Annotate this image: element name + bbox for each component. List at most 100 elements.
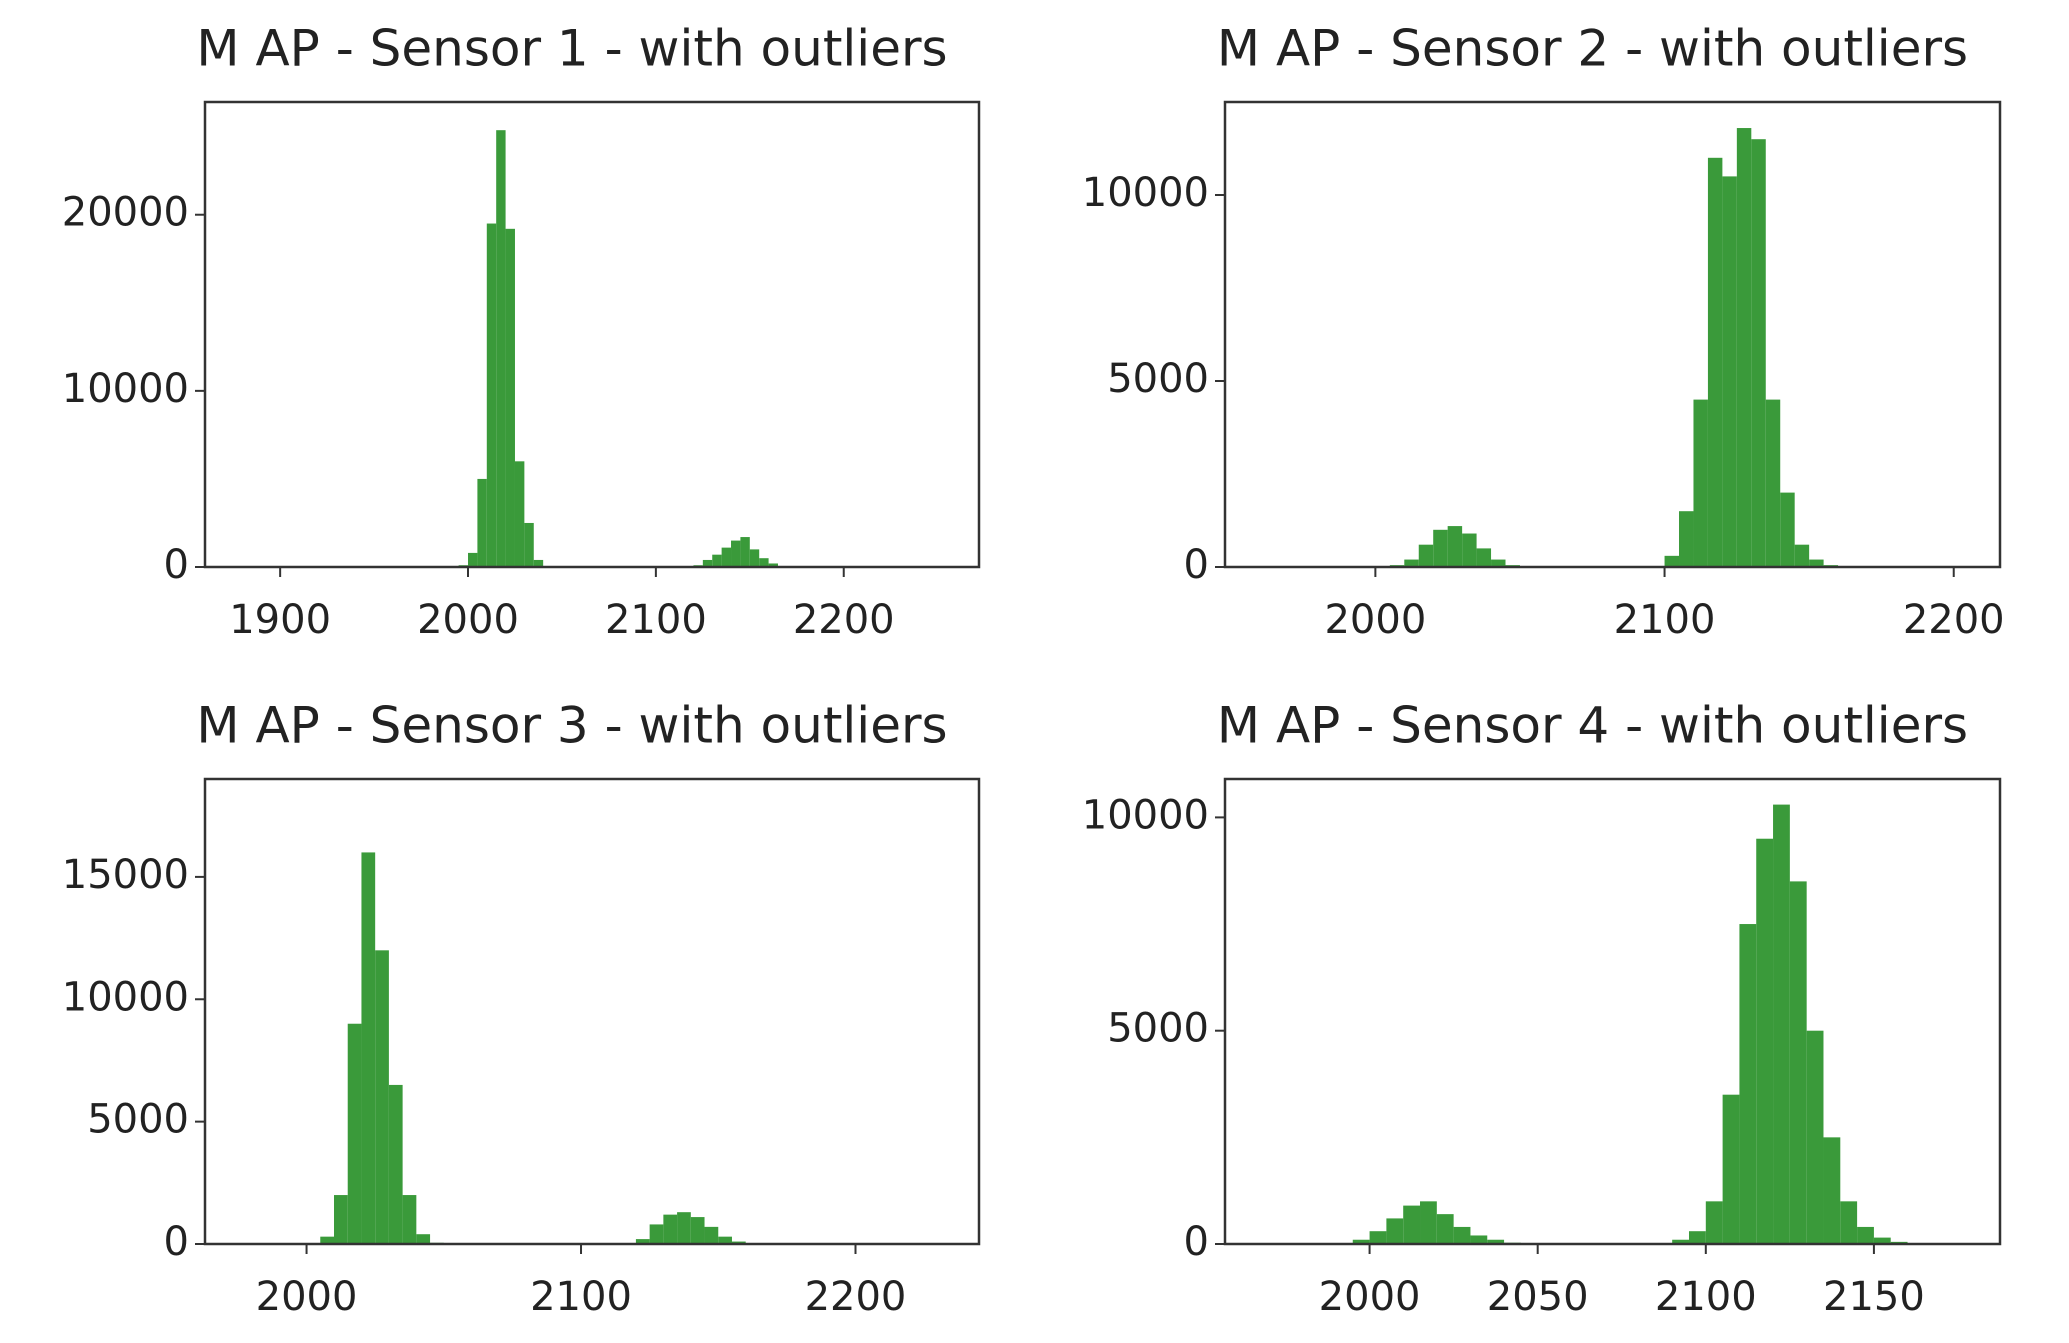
bar: [1739, 924, 1757, 1244]
bar: [718, 1236, 732, 1244]
x-tick-label: 2000: [417, 597, 519, 643]
bar: [1447, 526, 1463, 567]
x-tick-label: 2100: [1614, 597, 1716, 643]
bar: [1840, 1201, 1858, 1244]
y-tick-label: 0: [164, 1219, 189, 1265]
x-tick-label: 2000: [256, 1274, 358, 1320]
bar: [486, 223, 497, 567]
bar: [1369, 1231, 1387, 1244]
axes-frame: [1223, 100, 2002, 569]
bar: [649, 1224, 664, 1244]
x-tick-label: 2100: [530, 1274, 632, 1320]
bar: [1751, 139, 1766, 567]
x-tick-label: 2050: [1487, 1274, 1589, 1320]
y-tick-label: 0: [1184, 542, 1209, 588]
x-tick-label: 2100: [605, 597, 707, 643]
bar: [320, 1236, 334, 1244]
bar: [334, 1195, 348, 1244]
bar: [1736, 128, 1752, 568]
bar: [1386, 1218, 1404, 1244]
bar: [749, 549, 760, 567]
bar: [416, 1234, 431, 1244]
bar: [702, 559, 713, 567]
bar: [1722, 176, 1737, 567]
bar: [1679, 511, 1694, 567]
y-tick-label: 0: [164, 542, 189, 588]
y-tick-label: 15000: [62, 852, 189, 898]
bar: [635, 1239, 650, 1244]
y-tick-label: 5000: [1107, 356, 1209, 402]
y-tick-label: 5000: [1107, 1006, 1209, 1052]
bar: [361, 852, 376, 1244]
y-tick-label: 10000: [1082, 792, 1209, 838]
subplot-title: M AP - Sensor 2 - with outliers: [1217, 20, 1968, 78]
bar: [1705, 1201, 1723, 1244]
bar: [496, 130, 506, 567]
y-tick-label: 10000: [62, 366, 189, 412]
bar: [1404, 559, 1419, 567]
bar: [1418, 544, 1434, 567]
subplot-title: M AP - Sensor 4 - with outliers: [1217, 697, 1968, 755]
bar: [1857, 1226, 1874, 1244]
bar: [1433, 529, 1448, 567]
bar: [1491, 559, 1506, 567]
x-tick-label: 2200: [805, 1274, 907, 1320]
subplot-title: M AP - Sensor 3 - with outliers: [196, 697, 947, 755]
bar: [690, 1217, 705, 1244]
bar: [1664, 555, 1680, 567]
bar: [524, 522, 534, 567]
x-tick-label: 2000: [1324, 597, 1426, 643]
x-tick-label: 2100: [1655, 1274, 1757, 1320]
bar: [1789, 881, 1807, 1244]
bar: [1436, 1214, 1454, 1244]
bar: [468, 552, 478, 567]
x-tick-label: 2000: [1319, 1274, 1421, 1320]
bar: [375, 950, 389, 1244]
bar: [704, 1226, 719, 1244]
bar: [1823, 1137, 1841, 1244]
bar: [1780, 492, 1795, 567]
bar: [1707, 157, 1723, 568]
y-tick-label: 10000: [1082, 170, 1209, 216]
bar: [1773, 804, 1790, 1244]
x-tick-label: 1900: [229, 597, 331, 643]
bar: [1756, 838, 1774, 1244]
bar: [712, 554, 722, 567]
bar: [1672, 1239, 1689, 1244]
bar: [740, 537, 750, 567]
y-tick-label: 10000: [62, 974, 189, 1020]
bar: [1806, 1030, 1824, 1244]
bar: [1462, 533, 1477, 567]
bar: [514, 461, 525, 567]
x-tick-label: 2200: [793, 597, 895, 643]
axes-frame: [203, 777, 981, 1246]
axes-frame: [1223, 777, 2002, 1246]
bar: [1794, 544, 1810, 567]
bar: [1688, 1231, 1706, 1244]
bar: [721, 547, 732, 567]
bar: [402, 1195, 417, 1244]
x-tick-label: 2150: [1823, 1274, 1925, 1320]
bar: [388, 1084, 403, 1244]
bar: [477, 478, 487, 567]
bar: [505, 228, 515, 567]
subplot: M AP - Sensor 4 - with outliers 2000 2050 2…: [1082, 697, 2002, 1320]
bar: [1722, 1094, 1740, 1244]
bar: [1420, 1201, 1437, 1244]
bar: [1403, 1205, 1421, 1244]
subplot: M AP - Sensor 2 - with outliers 2000 2100 2…: [1082, 20, 2005, 644]
bar: [1453, 1226, 1471, 1244]
bar: [1809, 559, 1824, 567]
y-tick-label: 20000: [62, 190, 189, 236]
subplot: M AP - Sensor 3 - with outliers 2000 2100 2…: [62, 697, 981, 1320]
bar: [1765, 399, 1781, 567]
bar: [1476, 548, 1492, 567]
y-tick-label: 0: [1184, 1219, 1209, 1265]
bar: [768, 563, 778, 567]
y-tick-label: 5000: [87, 1097, 189, 1143]
subplot: M AP - Sensor 1 - with outliers 1900 2000 2…: [62, 20, 981, 643]
bar: [347, 1023, 362, 1244]
bar: [677, 1212, 691, 1244]
bar: [1693, 399, 1708, 567]
